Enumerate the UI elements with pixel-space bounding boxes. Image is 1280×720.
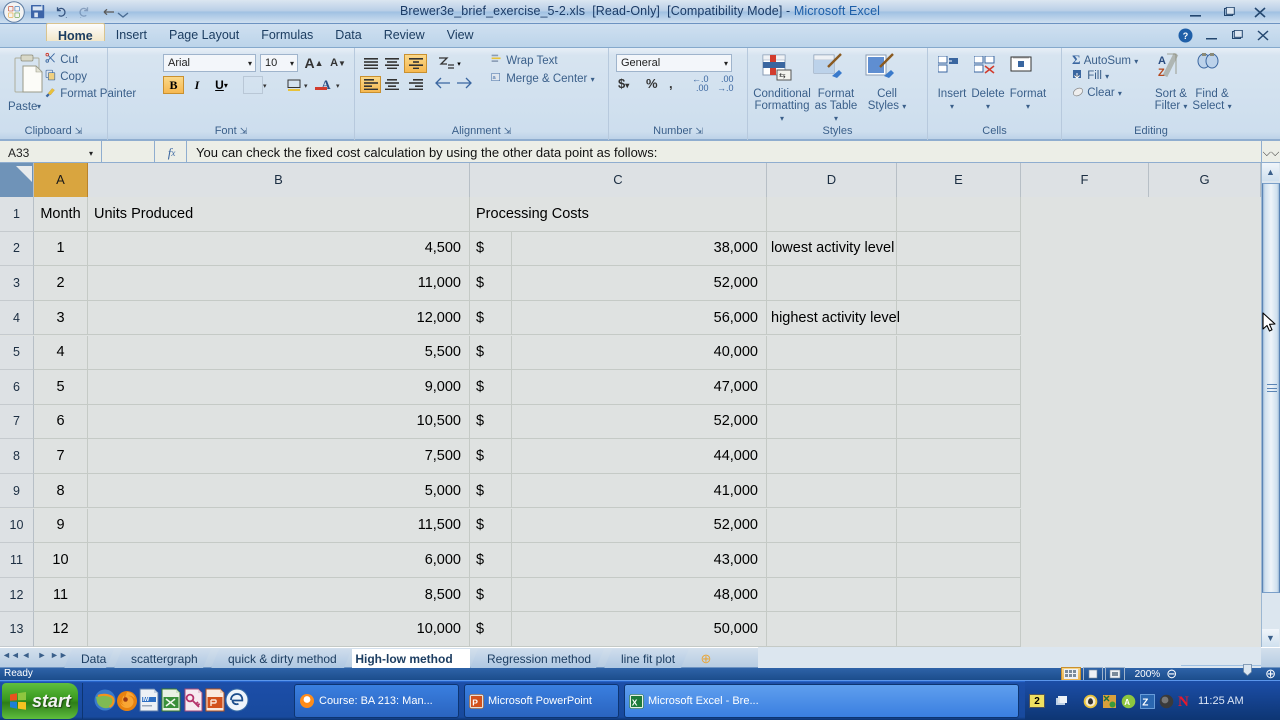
svg-text:⇆: ⇆ [779,71,786,80]
svg-text:?: ? [1182,31,1188,41]
svg-text:P: P [472,697,478,707]
svg-text:A: A [1158,55,1166,67]
svg-text:Z: Z [1142,697,1148,708]
svg-text:X: X [632,697,638,707]
svg-text:A: A [1124,698,1130,707]
svg-text:IW: IW [143,697,151,703]
svg-text:N: N [1178,694,1189,708]
svg-text:Z: Z [1158,67,1165,78]
